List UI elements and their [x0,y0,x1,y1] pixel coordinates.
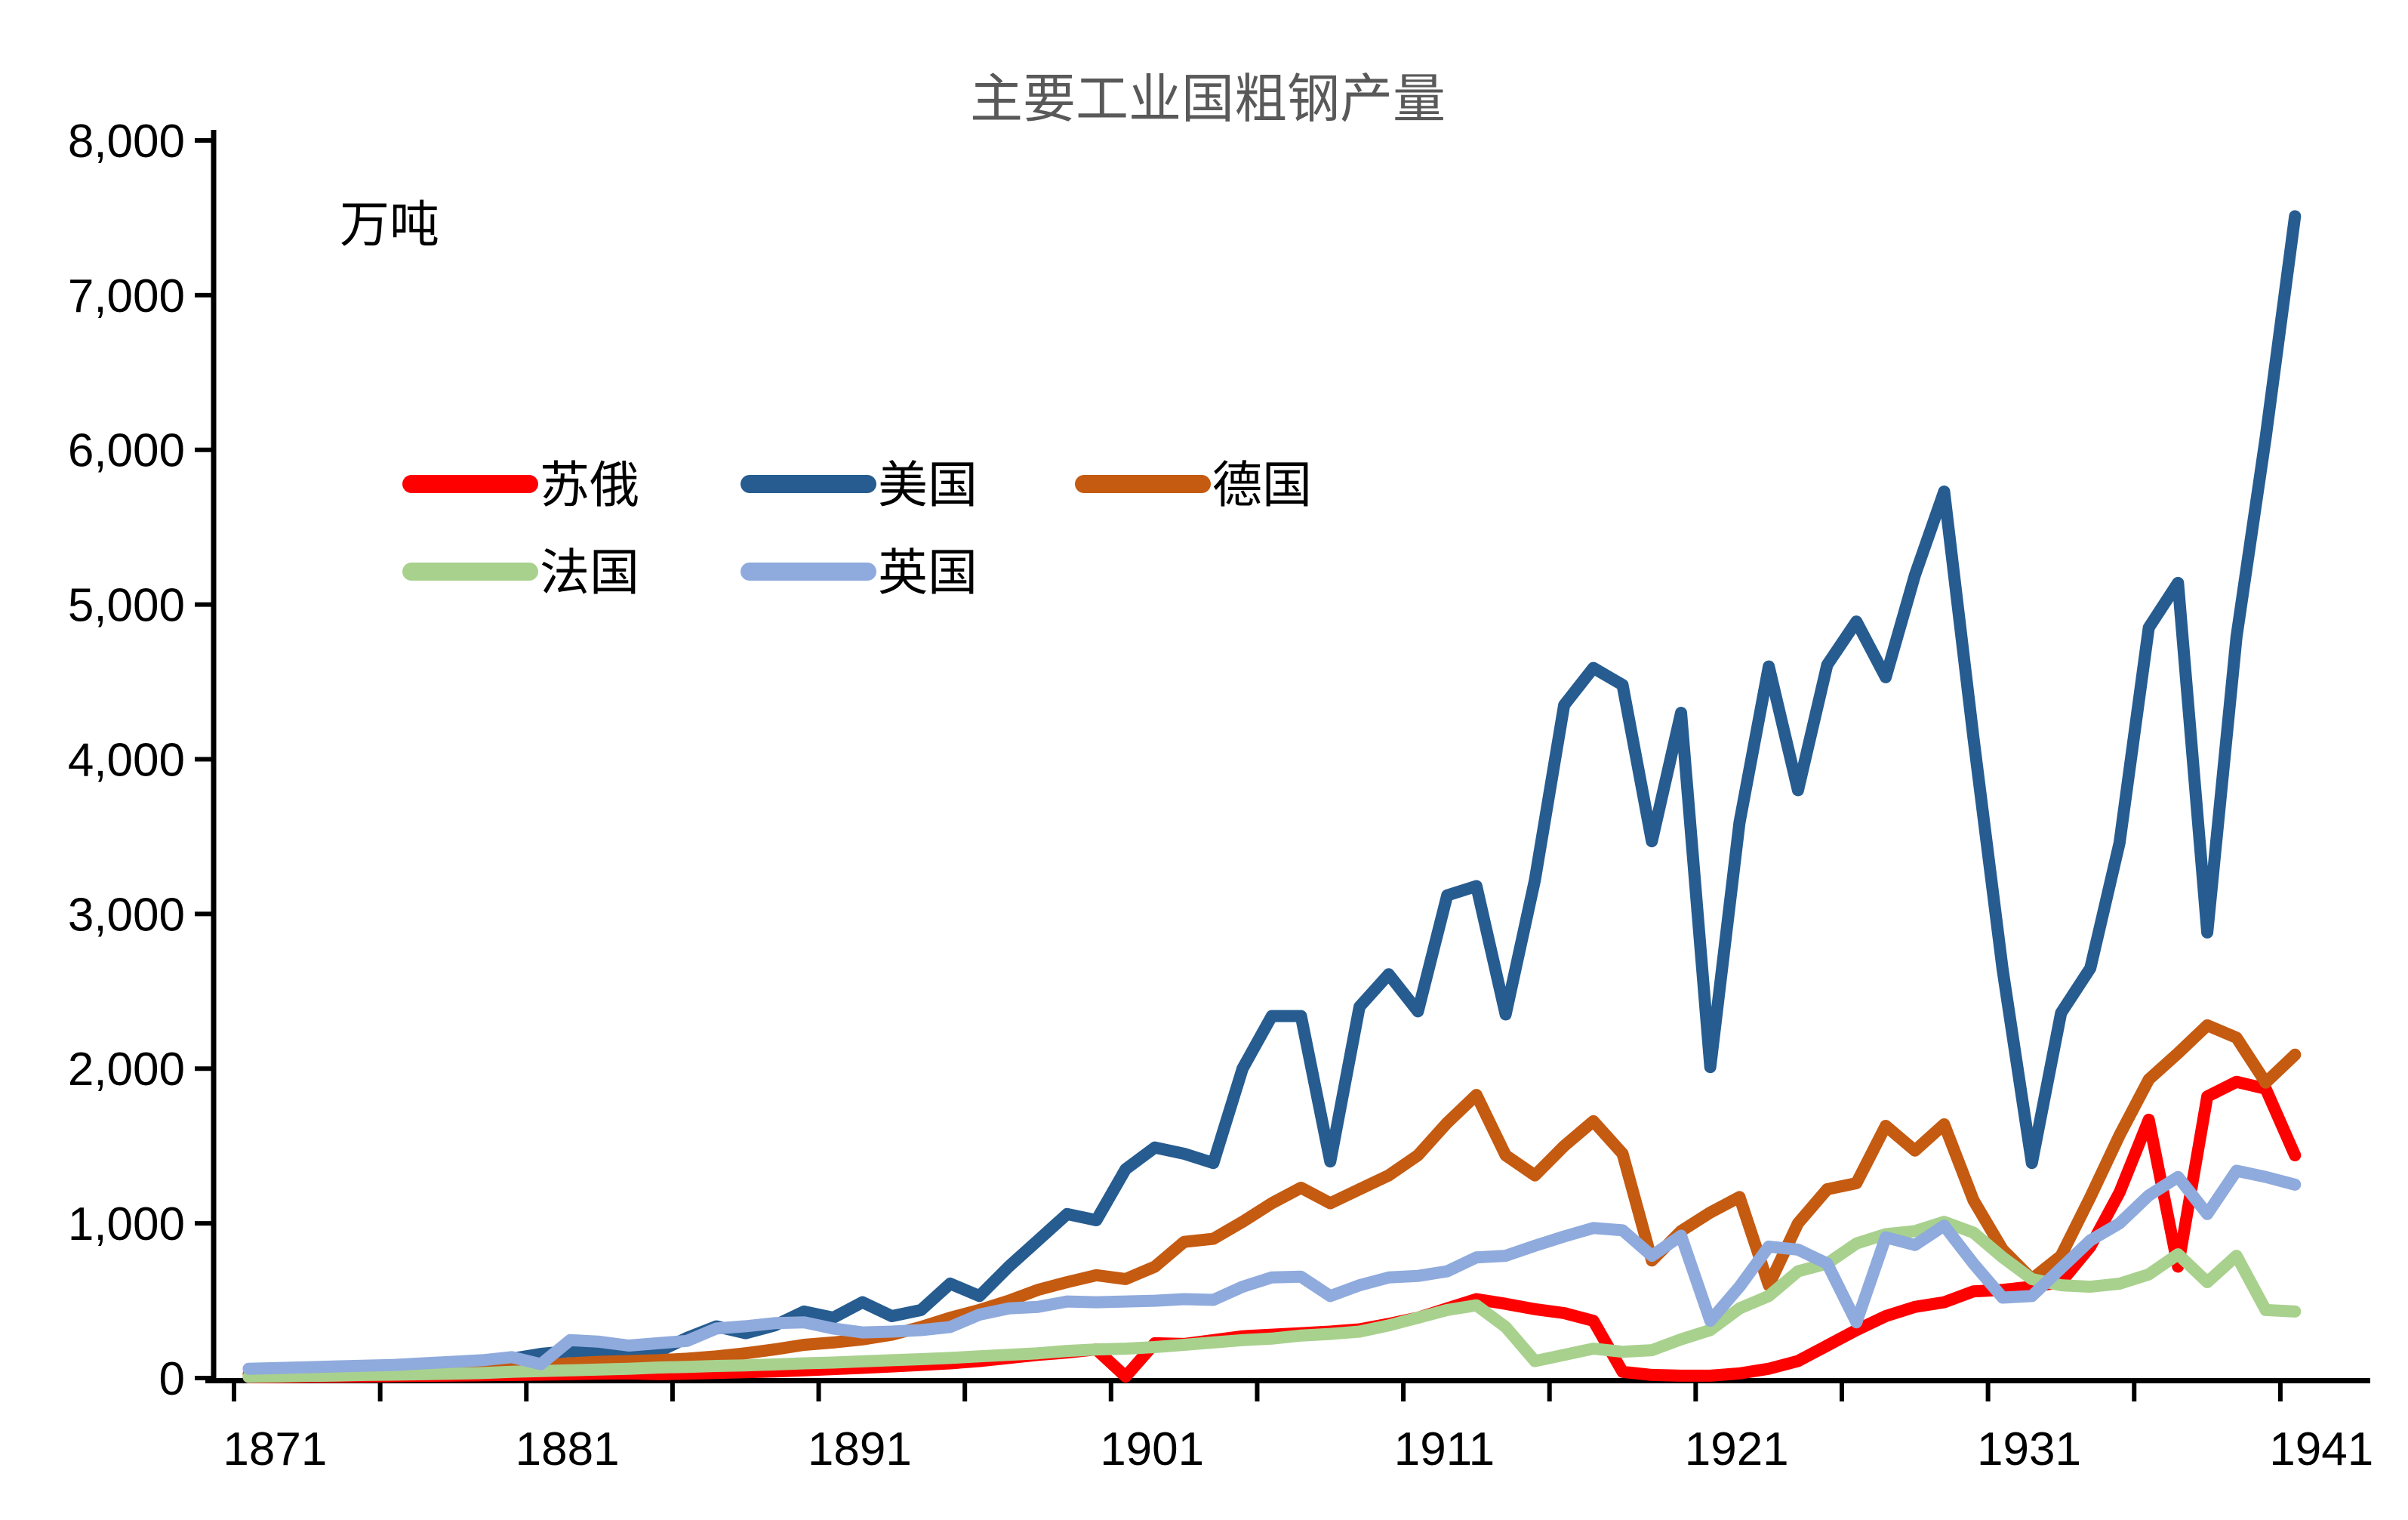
legend-swatch-法国 [402,563,538,581]
series-line-法国 [242,1216,2302,1383]
axes [205,130,2370,1383]
x-axis-ticks: 1871 1881 1891 1901 1911 1921 1931 1941 [223,1380,2373,1475]
legend-label-德国: 德国 [1212,458,1312,513]
x-tick-label: 1941 [2269,1423,2373,1475]
legend-swatch-德国 [1075,475,1211,493]
y-tick-label: 6,000 [68,425,185,477]
legend-swatch-英国 [741,563,876,581]
x-tick-label: 1921 [1685,1423,1789,1475]
legend-swatch-苏俄 [402,475,538,493]
legend-label-美国: 美国 [878,458,978,513]
chart-title: 主要工业国粗钢产量 [970,71,1446,129]
x-tick-label: 1901 [1100,1423,1204,1475]
series-line-英国 [242,1164,2302,1375]
legend-label-英国: 英国 [878,546,978,601]
legend-swatch-美国 [741,475,876,493]
legend-label-法国: 法国 [540,546,639,601]
y-tick-label: 8,000 [68,116,185,168]
y-axis-ticks: 0 1,000 2,000 3,000 4,000 5,000 6,000 7,000 8,00… [68,116,214,1405]
series-line-美国 [242,210,2302,1383]
data-series-lines [242,210,2302,1383]
x-tick-label: 1891 [808,1423,912,1475]
x-tick-label: 1911 [1394,1423,1495,1475]
y-tick-label: 0 [159,1353,185,1405]
legend-label-苏俄: 苏俄 [540,458,639,513]
x-tick-label: 1931 [1977,1423,2081,1475]
y-tick-label: 1,000 [68,1198,185,1250]
y-tick-label: 2,000 [68,1044,185,1096]
x-tick-label: 1881 [516,1423,620,1475]
y-tick-label: 5,000 [68,580,185,632]
series-line-德国 [242,1019,2302,1380]
y-tick-label: 3,000 [68,889,185,941]
y-axis-unit-label: 万吨 [340,198,439,253]
x-tick-label: 1871 [223,1423,327,1475]
y-tick-label: 4,000 [68,734,185,786]
y-tick-label: 7,000 [68,270,185,322]
